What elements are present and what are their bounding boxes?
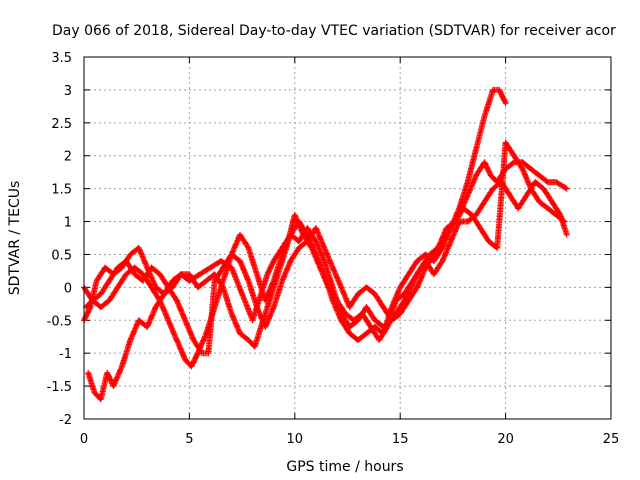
x-tick-label: 25 [603, 432, 620, 447]
grid [84, 57, 611, 419]
y-tick-label: 2 [64, 150, 72, 165]
y-tick-label: 0 [64, 281, 72, 296]
x-tick-label: 20 [497, 432, 514, 447]
y-tick-label: 2.5 [51, 117, 72, 132]
x-tick-label: 15 [392, 432, 409, 447]
y-axis-label: SDTVAR / TECUs [7, 181, 23, 296]
chart-title: Day 066 of 2018, Sidereal Day-to-day VTE… [52, 23, 616, 39]
series-markers-track-4 [83, 179, 570, 357]
x-tick-label: 5 [185, 432, 193, 447]
y-tick-label: 3.5 [51, 51, 72, 66]
ticks [83, 56, 612, 420]
y-tick-label: -2 [59, 413, 72, 428]
x-tick-label: 10 [287, 432, 304, 447]
x-tick-labels: 0 5 10 15 20 25 [80, 432, 619, 447]
y-tick-label: 1.5 [51, 183, 72, 198]
y-tick-label: -0.5 [47, 314, 72, 329]
y-tick-label: 0.5 [51, 248, 72, 263]
x-tick-label: 0 [80, 432, 88, 447]
y-tick-label: 3 [64, 84, 72, 99]
y-tick-labels: -2 -1.5 -1 -0.5 0 0.5 1 1.5 2 2.5 3 3.5 [47, 51, 72, 428]
x-axis-label: GPS time / hours [286, 459, 403, 475]
y-tick-label: -1.5 [47, 380, 72, 395]
y-tick-label: -1 [59, 347, 72, 362]
data-points [81, 86, 570, 403]
y-tick-label: 1 [64, 216, 72, 231]
plot-frame [83, 56, 612, 420]
